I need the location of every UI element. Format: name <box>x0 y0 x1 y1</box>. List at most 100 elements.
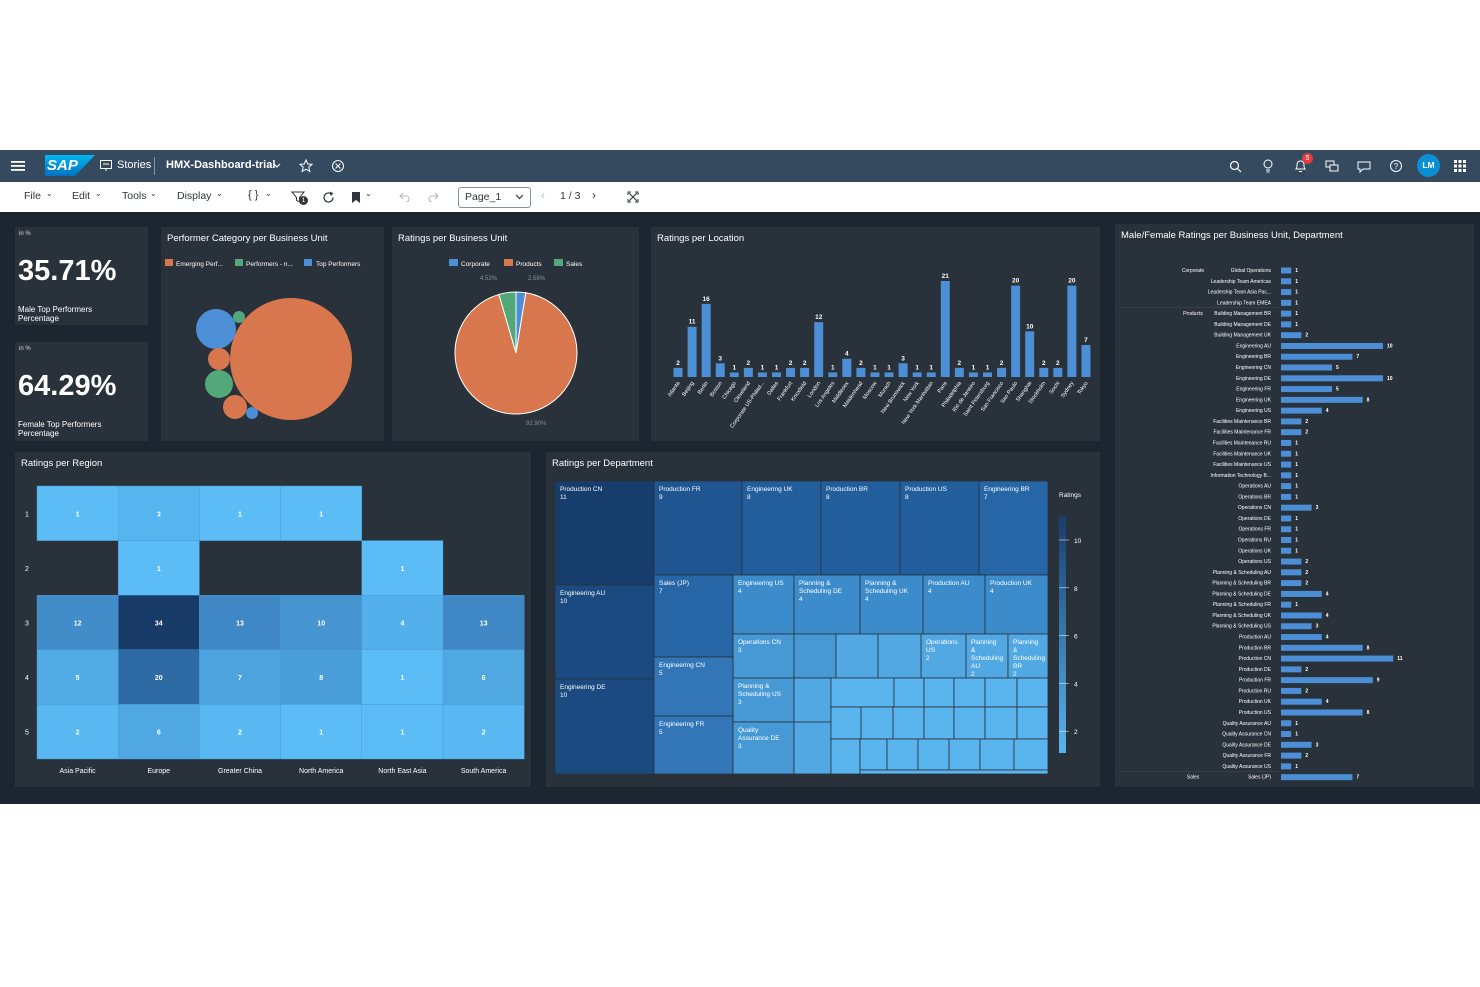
treemap-cell-label: Production UK <box>990 580 1033 587</box>
treemap-cell-label: Engineering AU <box>560 590 605 597</box>
mf-bar <box>1281 655 1394 662</box>
heatmap-cell <box>361 704 444 760</box>
refresh-icon[interactable] <box>320 189 336 205</box>
mf-bar-value: 1 <box>1295 721 1298 727</box>
menu-icon[interactable] <box>10 158 26 174</box>
treemap-cell-label: Planning & <box>799 580 831 587</box>
tools-menu[interactable]: Tools <box>122 190 147 202</box>
prev-page-icon[interactable]: ‹ <box>541 188 545 202</box>
treemap-cell <box>793 633 837 679</box>
location-bar-value: 1 <box>775 364 779 371</box>
location-bar-value: 2 <box>859 360 863 367</box>
treemap-cell <box>984 677 1018 708</box>
discussions-icon[interactable] <box>1324 158 1340 174</box>
mf-bar <box>1281 472 1292 479</box>
bubble-chart-tile[interactable]: Performer Category per Business Unit Eme… <box>161 227 384 441</box>
mf-row-label: Production RU <box>1238 688 1271 694</box>
treemap-cell <box>554 678 655 775</box>
mf-bar-value: 3 <box>1316 624 1319 630</box>
heatmap-cell <box>280 594 363 650</box>
treemap-cell-label: Engineering DE <box>560 684 606 691</box>
feedback-icon[interactable] <box>1356 158 1372 174</box>
heatmap-cell-value: 7 <box>238 675 242 682</box>
search-icon[interactable] <box>1227 158 1243 174</box>
help-icon[interactable]: ? <box>1388 158 1404 174</box>
undo-icon[interactable] <box>397 189 411 205</box>
notification-bell-icon[interactable] <box>1292 158 1308 174</box>
mf-bar-value: 2 <box>1305 688 1308 694</box>
mf-bar <box>1281 515 1292 522</box>
story-title[interactable]: HMX-Dashboard-trial <box>166 159 276 171</box>
kpi-female-tile[interactable]: in % 64.29% Female Top Performers Percen… <box>15 342 148 441</box>
mf-bar <box>1281 289 1292 296</box>
tools-chevron-icon[interactable]: ⌄ <box>150 189 157 198</box>
bookmark-icon[interactable] <box>349 189 363 205</box>
location-bar-value: 3 <box>718 355 722 362</box>
mf-bar <box>1281 623 1312 630</box>
region-heatmap-tile[interactable]: Ratings per Region 1 1 3 1 1 2 1 1 3 12 34 13 10 4 13 4… <box>15 452 531 787</box>
location-bar <box>856 367 866 377</box>
stories-icon[interactable] <box>99 159 112 172</box>
mf-row-label: Engineering AU <box>1236 343 1271 349</box>
treemap-cell-label: Engineering CN <box>659 662 705 669</box>
treemap-cell-value: 10 <box>560 692 568 699</box>
fullscreen-icon[interactable] <box>625 189 641 205</box>
mf-bar-value: 11 <box>1397 656 1403 662</box>
bubble <box>196 309 236 349</box>
display-chevron-icon[interactable]: ⌄ <box>216 189 223 198</box>
treemap-cell-label: Scheduling US <box>738 691 782 698</box>
heatmap-cell-value: 1 <box>76 511 80 518</box>
mf-row-label: Engineering CN <box>1236 365 1272 371</box>
lightbulb-icon[interactable] <box>1260 158 1276 174</box>
next-page-icon[interactable]: › <box>592 188 596 202</box>
edit-menu[interactable]: Edit <box>72 190 91 202</box>
heatmap-cell-value: 5 <box>76 675 80 682</box>
treemap-cell-value: 4 <box>738 588 742 595</box>
kpi-male-tile[interactable]: in % 35.71% Male Top Performers Percenta… <box>15 227 148 325</box>
mf-row-label: Planning & Scheduling DE <box>1212 591 1271 597</box>
legend-label: Emerging Perf... <box>176 261 223 268</box>
mf-row-label: Production BR <box>1239 645 1272 651</box>
redo-icon[interactable] <box>427 189 441 205</box>
shell-bar: SAP Stories HMX-Dashboard-trial 5 ? LM <box>0 150 1480 182</box>
location-chart-tile[interactable]: Ratings per Location 2 Atlanta 11 Beijing 16… <box>651 227 1100 441</box>
close-circle-icon[interactable] <box>330 158 346 174</box>
bookmark-chevron-icon[interactable]: ⌄ <box>365 189 372 198</box>
heatmap-cell-value: 1 <box>400 730 404 737</box>
location-bar <box>715 363 725 377</box>
file-chevron-icon[interactable]: ⌄ <box>46 189 53 198</box>
mf-bar-value: 5 <box>1336 365 1339 371</box>
treemap-cell-label: Scheduling <box>971 655 1004 662</box>
chevron-down-icon[interactable] <box>272 160 282 172</box>
pie-chart-tile[interactable]: Ratings per Business Unit Corporate Prod… <box>392 227 639 441</box>
code-chevron-icon[interactable]: ⌄ <box>265 189 272 198</box>
treemap-cell-label: Engineering US <box>738 580 784 587</box>
sap-logo[interactable]: SAP <box>45 155 95 176</box>
favorite-star-icon[interactable] <box>298 158 314 174</box>
department-treemap-tile[interactable]: Ratings per Department Production CN 11 Pr… <box>546 452 1100 787</box>
mf-bar <box>1281 375 1383 382</box>
mf-ratings-tile[interactable]: Male/Female Ratings per Business Unit, D… <box>1115 224 1474 787</box>
nav-stories-label[interactable]: Stories <box>117 159 152 171</box>
location-bar <box>800 367 810 377</box>
mf-bar-value: 1 <box>1295 440 1298 446</box>
user-avatar[interactable]: LM <box>1417 154 1440 177</box>
location-bar-value: 2 <box>958 360 962 367</box>
page-select-dropdown[interactable]: Page_1 <box>458 187 531 208</box>
mf-row-label: Building Management DE <box>1214 322 1271 328</box>
mf-row-label: Planning & Scheduling FR <box>1213 602 1272 608</box>
heatmap-column-label: Europe <box>148 768 171 775</box>
display-menu[interactable]: Display <box>177 190 212 202</box>
treemap-cell-value: 5 <box>659 670 663 677</box>
treemap-cell-label: Engineering FR <box>659 721 704 728</box>
mf-bar-value: 4 <box>1326 635 1329 641</box>
edit-chevron-icon[interactable]: ⌄ <box>95 189 102 198</box>
file-menu[interactable]: File <box>24 190 41 202</box>
code-brackets-icon[interactable]: { } <box>248 189 259 201</box>
mf-row-label: Facilities Maintenance US <box>1213 462 1271 468</box>
product-switch-grid-icon[interactable] <box>1452 158 1468 174</box>
heatmap-cell-value: 12 <box>74 621 82 628</box>
mf-row-label: Engineering FR <box>1236 387 1271 393</box>
mf-bar-value: 1 <box>1295 764 1298 770</box>
mf-bar-value: 1 <box>1295 290 1298 296</box>
